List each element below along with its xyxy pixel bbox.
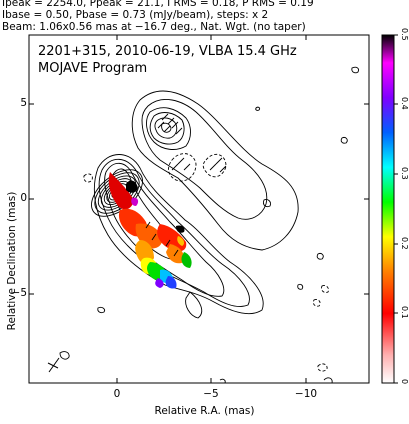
colorbar-tick: 0.3 (400, 167, 409, 180)
jet-contours (59, 66, 359, 383)
colorbar-tick: 0.2 (400, 237, 409, 250)
polarization-colors (108, 172, 192, 289)
colorbar-tick: 0.4 (400, 97, 409, 110)
header-line-beam: Beam: 1.06x0.56 mas at −16.7 deg., Nat. … (2, 21, 306, 33)
negative-contours (83, 153, 329, 372)
header-line-base: Ibase = 0.50, Pbase = 0.73 (mJy/beam), s… (2, 9, 269, 21)
axis-ticks (29, 35, 369, 383)
header-line-peaks: Ipeak = 2254.0, Ppeak = 21.1, I RMS = 0.… (2, 0, 314, 9)
ytick-label: 0 (20, 192, 27, 204)
xtick-label: −10 (294, 388, 318, 400)
ytick-label: 5 (20, 97, 27, 109)
colorbar-tick: 0.5 (400, 28, 409, 41)
colorbar-tick: 0 (400, 379, 409, 385)
ytick-label: −5 (11, 287, 27, 299)
evpa-ticks (145, 113, 227, 257)
plot-frame (28, 34, 370, 384)
program-label: MOJAVE Program (38, 61, 148, 76)
xtick-label: 0 (113, 388, 121, 400)
x-axis-label: Relative R.A. (mas) (154, 405, 255, 417)
map-title: 2201+315, 2010-06-19, VLBA 15.4 GHz (38, 44, 297, 59)
colorbar (381, 34, 395, 384)
y-axis-label: Relative Declination (mas) (6, 191, 18, 331)
colorbar-tick: 0.1 (400, 306, 409, 319)
beam-marker (47, 357, 60, 373)
xtick-label: −5 (203, 388, 219, 400)
